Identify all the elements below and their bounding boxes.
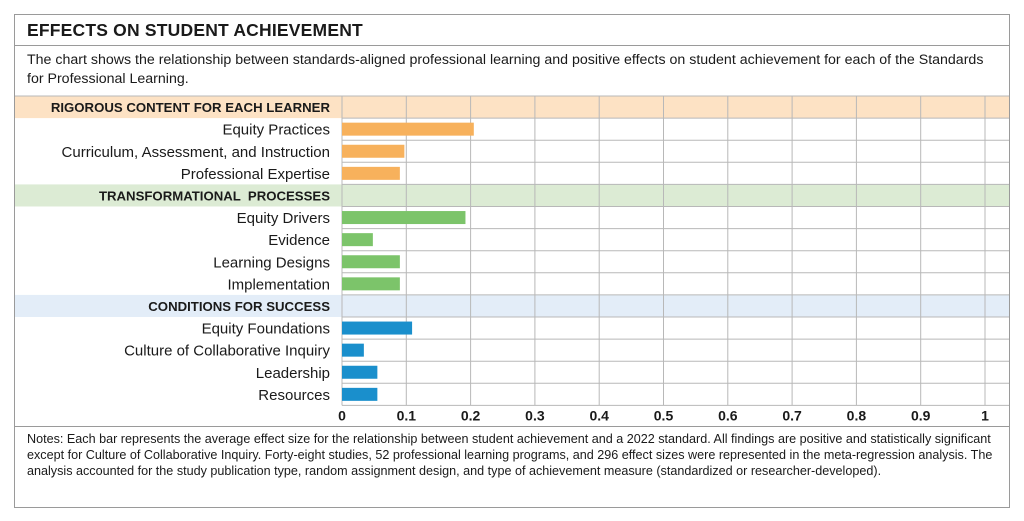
- bar: [342, 122, 474, 136]
- category-label: Curriculum, Assessment, and Instruction: [62, 144, 330, 161]
- category-label: Resources: [258, 387, 330, 404]
- bar-chart: RIGOROUS CONTENT FOR EACH LEARNER Equity …: [15, 95, 1009, 423]
- bar: [342, 365, 378, 379]
- chart-notes: Notes: Each bar represents the average e…: [27, 432, 993, 478]
- bar: [342, 233, 373, 247]
- category-label: Leadership: [256, 365, 330, 382]
- bar: [342, 321, 413, 335]
- x-tick-label: 1: [981, 407, 989, 423]
- category-label: Equity Foundations: [202, 321, 330, 338]
- notes-divider: [15, 426, 1009, 427]
- x-tick-label: 0.5: [654, 407, 674, 423]
- category-label: Equity Practices: [222, 122, 330, 139]
- group-title: CONDITIONS FOR SUCCESS: [148, 299, 330, 314]
- category-label: Learning Designs: [213, 254, 330, 271]
- bar: [342, 277, 400, 291]
- chart-subtitle: The chart shows the relationship between…: [27, 52, 984, 87]
- x-tick-label: 0.3: [525, 407, 545, 423]
- category-label: Evidence: [268, 232, 330, 249]
- group-band: [15, 294, 1009, 317]
- category-label: Professional Expertise: [181, 166, 330, 183]
- category-label: Implementation: [227, 276, 330, 293]
- bar: [342, 144, 405, 158]
- category-label: Culture of Collaborative Inquiry: [124, 343, 330, 360]
- bar: [342, 255, 400, 269]
- x-tick-label: 0.4: [589, 407, 609, 423]
- bar: [342, 387, 378, 401]
- group-band: [15, 184, 1009, 207]
- category-label: Equity Drivers: [237, 210, 330, 227]
- x-tick-label: 0.2: [461, 407, 481, 423]
- x-tick-label: 0.9: [911, 407, 931, 423]
- chart-title: EFFECTS ON STUDENT ACHIEVEMENT: [27, 20, 363, 40]
- x-tick-label: 0: [338, 407, 346, 423]
- x-tick-label: 0.7: [782, 407, 802, 423]
- bar: [342, 166, 400, 180]
- chart-frame: EFFECTS ON STUDENT ACHIEVEMENT The chart…: [14, 14, 1010, 508]
- x-tick-label: 0.1: [397, 407, 417, 423]
- bar: [342, 343, 364, 357]
- group-band: [15, 96, 1009, 119]
- group-title: RIGOROUS CONTENT FOR EACH LEARNER: [51, 100, 331, 115]
- group-title: TRANSFORMATIONAL PROCESSES: [99, 188, 330, 203]
- title-divider: [15, 45, 1009, 46]
- x-tick-label: 0.8: [847, 407, 867, 423]
- bar: [342, 211, 466, 225]
- x-tick-label: 0.6: [718, 407, 738, 423]
